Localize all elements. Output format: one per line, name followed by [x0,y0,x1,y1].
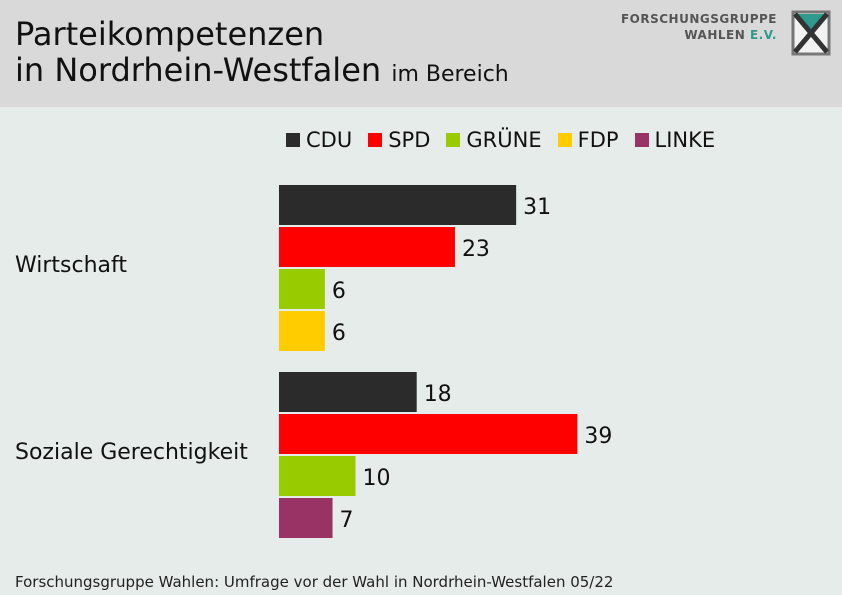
legend-swatch [634,133,649,147]
legend-label: FDP [577,128,619,152]
legend-swatch [557,133,572,147]
title-line-1: Parteikompetenzen [15,15,325,53]
legend-label: GRÜNE [466,128,542,152]
legend-item-spd: SPD [368,128,430,152]
legend-swatch [286,133,300,147]
bar-soziale-gerechtigkeit-linke [279,498,333,538]
header-bar: Parteikompetenzen in Nordrhein-Westfalen… [0,0,842,107]
bar-value-label: 6 [332,279,346,304]
forschungsgruppe-logo: FORSCHUNGSGRUPPE WAHLEN E.V. [621,10,835,60]
bar-value-label: 6 [332,321,346,346]
logo-mark-icon [791,10,831,56]
legend-swatch [368,133,383,147]
bar-wirtschaft-grne [279,269,325,309]
legend-label: LINKE [654,128,716,152]
logo-text-line-1: FORSCHUNGSGRUPPE [620,12,777,26]
category-label-soziale-gerechtigkeit: Soziale Gerechtigkeit [15,440,248,465]
bar-value-label: 10 [363,466,391,491]
title-line-2-main: in Nordrhein-Westfalen [15,51,382,89]
bar-value-label: 18 [424,382,452,407]
logo-text-ev: E.V. [749,28,777,42]
logo-text-wahlen: WAHLEN [684,28,746,42]
category-label-wirtschaft: Wirtschaft [15,253,128,278]
chart-legend: CDU SPD GRÜNE FDP LINKE [286,128,731,152]
bar-value-label: 23 [462,237,490,262]
bar-wirtschaft-spd [279,227,455,267]
legend-item-linke: LINKE [634,128,716,152]
legend-label: CDU [306,128,353,152]
page-title: Parteikompetenzen in Nordrhein-Westfalen… [15,16,509,93]
legend-swatch [446,133,461,147]
bar-value-label: 31 [523,195,551,220]
legend-label: SPD [388,128,431,152]
bar-value-label: 7 [340,508,354,533]
bar-soziale-gerechtigkeit-grne [279,456,356,496]
bar-soziale-gerechtigkeit-spd [279,414,578,454]
legend-item-cdu: CDU [286,128,352,152]
bar-wirtschaft-fdp [279,311,325,351]
legend-item-grne: GRÜNE [446,128,542,152]
source-footnote: Forschungsgruppe Wahlen: Umfrage vor der… [15,573,614,591]
legend-item-fdp: FDP [557,128,619,152]
bar-wirtschaft-cdu [279,185,517,225]
bar-soziale-gerechtigkeit-cdu [279,372,417,412]
logo-text-line-2: WAHLEN E.V. [684,28,777,42]
title-suffix: im Bereich [391,62,509,87]
bar-value-label: 39 [584,424,612,449]
title-line-2: in Nordrhein-Westfalen im Bereich [15,52,509,93]
